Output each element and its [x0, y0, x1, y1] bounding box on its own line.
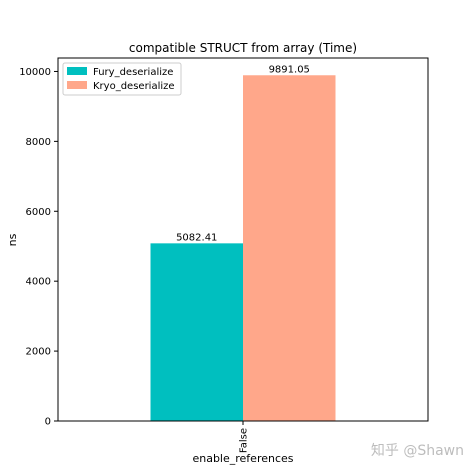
value-labels-layer: 5082.41 9891.05 [176, 64, 310, 243]
y-tick-label: 6000 [26, 207, 51, 218]
bars-layer [150, 75, 336, 421]
watermark-text: 知乎 @Shawn [370, 443, 464, 459]
x-axis-label: enable_references [192, 452, 293, 465]
y-axis-label: ns [6, 233, 19, 246]
legend-label: Kryo_deserialize [93, 81, 175, 92]
x-axis: False [239, 421, 250, 453]
y-axis: 0 2000 4000 6000 8000 10000 [19, 67, 58, 428]
y-tick-label: 0 [45, 417, 51, 428]
legend-swatch [67, 67, 87, 75]
y-tick-label: 8000 [26, 137, 51, 148]
x-tick-label: False [239, 428, 250, 453]
legend-swatch [67, 81, 87, 89]
y-tick-label: 4000 [26, 277, 51, 288]
legend-label: Fury_deserialize [93, 67, 173, 78]
chart-title: compatible STRUCT from array (Time) [129, 41, 357, 55]
bar-kryo-deserialize [243, 75, 336, 421]
bar-value-label: 5082.41 [176, 232, 217, 243]
bar-fury-deserialize [150, 243, 243, 421]
y-tick-label: 10000 [19, 67, 51, 78]
bar-value-label: 9891.05 [269, 64, 310, 75]
y-tick-label: 2000 [26, 347, 51, 358]
legend-box [62, 62, 182, 96]
legend: Fury_deserialize Kryo_deserialize [62, 62, 182, 96]
